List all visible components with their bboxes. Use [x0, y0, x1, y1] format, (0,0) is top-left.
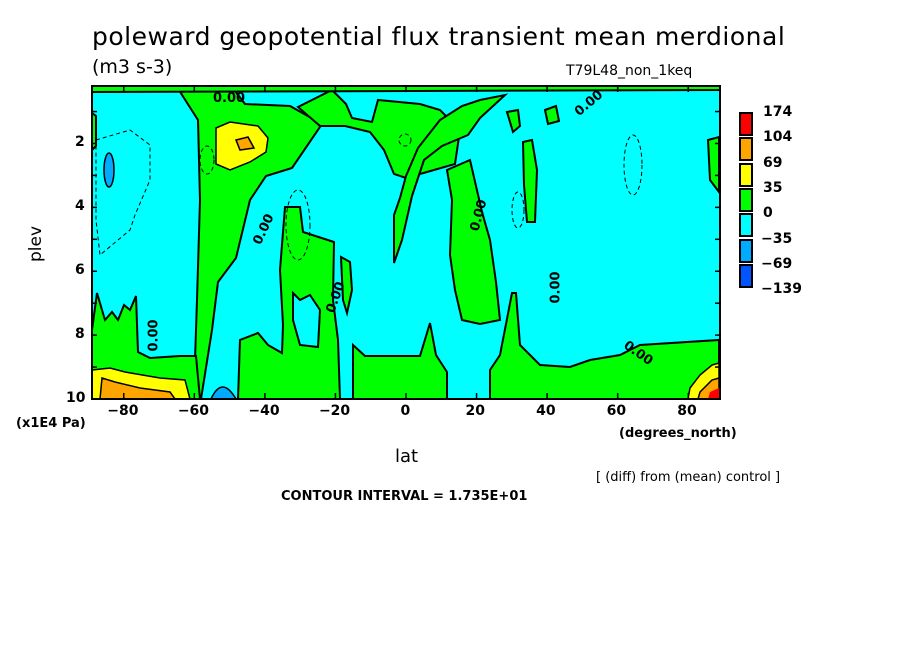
legend-label: 174: [763, 104, 793, 120]
y-tick-label: 8: [75, 326, 85, 343]
legend-label: 104: [763, 129, 793, 146]
contour-label: 0.00: [146, 319, 162, 352]
fill-level-0-35: [91, 85, 721, 400]
chart-title: poleward geopotential flux transient mea…: [92, 22, 786, 51]
legend-label: 0: [763, 205, 773, 222]
x-tick-label: −60: [177, 403, 210, 419]
negative-contours: [95, 129, 643, 261]
y-tick-label: 6: [75, 262, 85, 279]
fill-hole-neg: [292, 290, 322, 349]
fill-level-104-174: [708, 388, 719, 399]
legend-label: −69: [761, 255, 793, 272]
x-tick-label: −20: [318, 403, 351, 419]
x-tick-label: 80: [677, 403, 697, 419]
contour-interval: CONTOUR INTERVAL = 1.735E+01: [281, 489, 528, 504]
legend-swatch: [739, 112, 753, 136]
experiment-label: T79L48_non_1keq: [566, 63, 693, 79]
legend-swatch: [739, 187, 753, 212]
axis-ticks: [92, 86, 720, 400]
y-tick-label: 10: [66, 390, 86, 406]
y-tick-label: 2: [75, 134, 85, 151]
contour-label: 0.00: [213, 91, 246, 106]
legend-swatch: [739, 137, 753, 162]
legend-label: −139: [761, 281, 802, 298]
diff-note: [ (diff) from (mean) control ]: [596, 470, 781, 485]
legend-swatch: [739, 238, 753, 263]
y-axis-label: plev: [26, 225, 46, 262]
x-tick-label: −80: [107, 403, 139, 419]
x-axis-label: lat: [395, 446, 419, 467]
y-tick-label: 4: [75, 198, 85, 215]
x-tick-label: 60: [606, 403, 627, 419]
x-tick-label: 20: [465, 403, 486, 419]
legend-label: 35: [763, 179, 783, 196]
legend-swatch: [739, 162, 753, 187]
contour-label: 0.00: [548, 271, 564, 304]
x-tick-label: −40: [248, 403, 280, 419]
y-axis-unit: (x1E4 Pa): [16, 416, 86, 431]
legend-swatch: [739, 213, 753, 238]
legend-label: 69: [763, 154, 783, 171]
legend-label: −35: [761, 230, 793, 247]
chart-units: (m3 s-3): [92, 56, 173, 78]
legend-swatch: [739, 263, 753, 288]
x-tick-label: 40: [536, 403, 556, 419]
x-axis-unit: (degrees_north): [619, 426, 737, 441]
x-tick-label: 0: [400, 403, 411, 419]
fill-level-neg69-neg35: [103, 152, 238, 400]
